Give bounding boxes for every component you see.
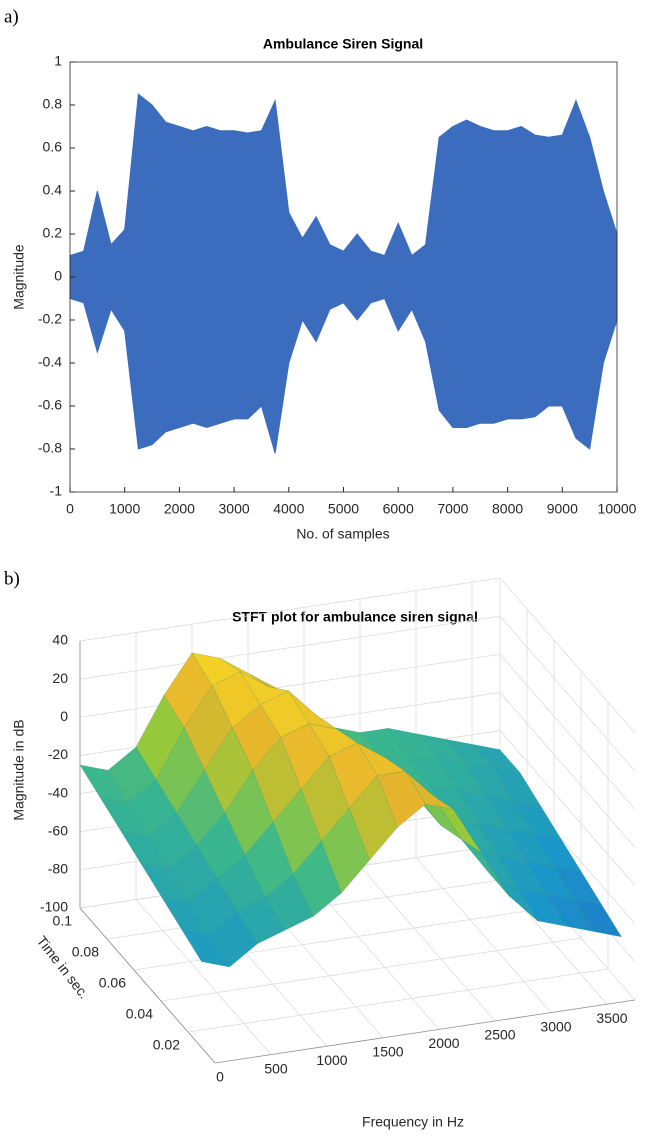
x-tick-label: 3500 xyxy=(596,1010,627,1026)
x-tick-label: 1000 xyxy=(316,1052,347,1068)
x-tick-label: 0 xyxy=(66,501,74,517)
y-tick-label: 0.4 xyxy=(43,182,63,198)
x-tick-label: 500 xyxy=(264,1060,288,1076)
y-tick-label: 0.8 xyxy=(43,96,63,112)
grid-line xyxy=(499,577,636,734)
x-tick-label: 4000 xyxy=(273,501,304,517)
x-tick-label: 2000 xyxy=(428,1035,459,1051)
y-tick-label: 0.6 xyxy=(43,139,63,155)
grid-line xyxy=(415,857,552,1013)
y-axis-label: Magnitude xyxy=(11,244,27,310)
grid-line xyxy=(499,654,636,810)
y-tick-label: 0 xyxy=(54,268,62,284)
x-tick-label: 3000 xyxy=(219,501,250,517)
grid-line xyxy=(499,692,636,848)
grid-line xyxy=(187,968,609,1033)
signal-envelope xyxy=(69,93,618,278)
x-tick-label: 8000 xyxy=(492,501,523,517)
x-tick-label: 1500 xyxy=(372,1044,403,1060)
z-tick-label: -40 xyxy=(48,784,68,800)
x-tick-label: 0 xyxy=(216,1069,224,1085)
x-tick-label: 2000 xyxy=(164,501,195,517)
chart-title: STFT plot for ambulance siren signal xyxy=(232,609,478,625)
z-tick-label: -100 xyxy=(40,899,68,915)
y-tick-label: -0.4 xyxy=(38,354,62,370)
grid-line xyxy=(135,899,272,1055)
grid-line xyxy=(79,653,501,718)
x-axis-label: Frequency in Hz xyxy=(362,1114,464,1130)
y-tick-label: -0.6 xyxy=(38,397,62,413)
z-tick-label: -20 xyxy=(48,746,68,762)
z-tick-label: 40 xyxy=(52,632,68,648)
grid-line xyxy=(499,730,636,886)
panel-label: b) xyxy=(4,568,20,589)
grid-line xyxy=(160,937,582,1002)
y-tick-label: 0.04 xyxy=(126,1006,153,1022)
y-tick-label: 0.08 xyxy=(72,944,99,960)
x-tick-label: 9000 xyxy=(547,501,578,517)
grid-line xyxy=(79,615,501,680)
y-tick-label: -0.2 xyxy=(38,311,62,327)
axis-edge xyxy=(214,999,636,1064)
axis-edge xyxy=(79,907,216,1064)
y-tick-label: 0.2 xyxy=(43,225,63,241)
panel-label: a) xyxy=(4,6,19,27)
y-tick-label: 0.02 xyxy=(153,1037,180,1053)
x-tick-label: 7000 xyxy=(437,501,468,517)
grid-line xyxy=(359,865,496,1022)
x-axis-label: No. of samples xyxy=(296,526,389,542)
surface-patch xyxy=(180,928,230,968)
grid-line xyxy=(79,577,501,642)
y-tick-label: -0.8 xyxy=(38,440,62,456)
x-tick-label: 10000 xyxy=(598,501,637,517)
z-tick-label: 0 xyxy=(60,708,68,724)
z-tick-label: -80 xyxy=(48,861,68,877)
y-tick-label: -1 xyxy=(50,483,63,499)
signal-envelope xyxy=(69,276,618,454)
y-tick-label: 0.06 xyxy=(99,975,126,991)
y-tick-label: 1 xyxy=(54,53,62,69)
z-axis-label: Magnitude in dB xyxy=(11,719,27,820)
z-tick-label: 20 xyxy=(52,670,68,686)
x-tick-label: 3000 xyxy=(540,1018,571,1034)
chart-title: Ambulance Siren Signal xyxy=(263,36,423,52)
y-tick-label: 0.1 xyxy=(53,913,73,929)
x-tick-label: 2500 xyxy=(484,1027,515,1043)
grid-line xyxy=(499,615,636,772)
z-tick-label: -60 xyxy=(48,822,68,838)
x-tick-label: 5000 xyxy=(328,501,359,517)
x-tick-label: 1000 xyxy=(109,501,140,517)
x-tick-label: 6000 xyxy=(383,501,414,517)
